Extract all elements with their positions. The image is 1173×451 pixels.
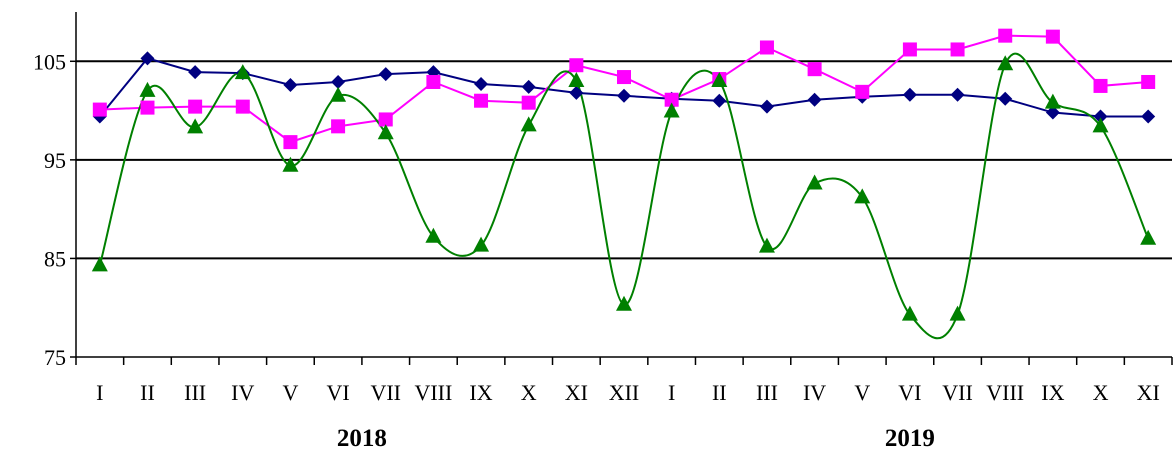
x-tick-label: III	[184, 380, 206, 405]
series-2-point	[140, 100, 155, 115]
series-3-point	[758, 237, 775, 253]
series-1-point	[474, 76, 489, 91]
x-tick-label: XI	[1137, 380, 1160, 405]
series-3-point	[616, 295, 632, 311]
series-markers	[91, 28, 1157, 321]
y-tick-label: 95	[44, 148, 66, 173]
series-2-point	[521, 95, 536, 110]
series-2-point	[1141, 74, 1156, 89]
series-3-point	[330, 86, 347, 102]
series-3-point	[663, 102, 680, 118]
x-tick-label: V	[282, 380, 298, 405]
x-tick-label: VI	[898, 380, 921, 405]
series-3-point	[806, 174, 823, 190]
series-2-point	[378, 112, 393, 127]
x-tick-label: II	[140, 380, 155, 405]
series-line-3	[98, 52, 1150, 340]
series-3-point	[139, 81, 156, 97]
series-2-point	[950, 42, 965, 57]
series-2-point	[1045, 29, 1060, 44]
series-2-point	[855, 84, 870, 99]
series-1-point	[902, 87, 917, 102]
series-1-point	[1093, 109, 1108, 124]
series-3-point	[711, 72, 728, 87]
axes	[70, 12, 1173, 365]
x-tick-label: IV	[803, 380, 826, 405]
series-3-point	[1092, 117, 1109, 133]
series-2-point	[1093, 78, 1108, 93]
series-3-point	[1140, 229, 1157, 245]
series-2-point	[569, 58, 584, 73]
y-tick-label: 85	[44, 246, 66, 271]
x-tick-label: VII	[370, 380, 401, 405]
series-2-point	[188, 99, 203, 114]
series-3-point	[901, 305, 918, 321]
series-2-point	[902, 42, 917, 57]
x-tick-label: VI	[326, 380, 349, 405]
series-3-point	[997, 55, 1014, 71]
y-tick-label: 75	[44, 345, 66, 370]
series-2-point	[331, 119, 346, 134]
series-1-point	[140, 51, 155, 66]
grid-lines	[76, 60, 1172, 260]
series-2-point	[426, 74, 441, 89]
x-tick-label: VIII	[414, 380, 452, 405]
x-tick-label: III	[756, 380, 778, 405]
x-tick-label: X	[521, 380, 537, 405]
series-3-point	[520, 116, 537, 132]
x-tick-label: XII	[609, 380, 640, 405]
series-1-point	[1141, 109, 1156, 124]
series-3-point	[949, 305, 966, 321]
series-1-point	[998, 91, 1013, 106]
x-tick-label: II	[712, 380, 727, 405]
series-1-point	[1045, 105, 1060, 120]
series-3-point	[854, 188, 871, 204]
year-label: 2018	[337, 425, 387, 451]
x-tick-label: XI	[565, 380, 588, 405]
series-1-point	[712, 93, 727, 108]
series-2-point	[474, 93, 489, 108]
series-2-point	[617, 70, 631, 85]
x-tick-label: IV	[231, 380, 254, 405]
series-1-point	[569, 85, 584, 100]
series-1-point	[617, 88, 631, 103]
series-3-point	[377, 124, 394, 140]
series-3-point	[425, 227, 442, 243]
series-1-point	[950, 87, 965, 102]
series-3-point	[473, 236, 490, 252]
series-2-point	[283, 135, 298, 150]
series-2-point	[998, 28, 1013, 43]
year-label: 2019	[885, 425, 935, 451]
series-1-point	[378, 67, 393, 82]
series-3-point	[568, 72, 585, 87]
series-2-point	[807, 62, 822, 77]
x-tick-label: V	[854, 380, 870, 405]
x-tick-label: I	[668, 380, 675, 405]
x-tick-label: VIII	[986, 380, 1024, 405]
y-tick-label: 105	[33, 49, 66, 74]
series-line-1	[99, 57, 1149, 118]
series-1-point	[331, 74, 346, 89]
series-2-point	[759, 40, 774, 55]
x-tick-label: X	[1093, 380, 1109, 405]
x-tick-label: IX	[1041, 380, 1064, 405]
x-tick-label: VII	[942, 380, 973, 405]
series-1-point	[807, 92, 822, 107]
series-2-point	[235, 99, 250, 114]
series-2-point	[664, 92, 679, 107]
series-3-point	[91, 256, 108, 272]
series-1-point	[283, 77, 298, 92]
series-3-point	[187, 118, 204, 134]
series-3-point	[282, 156, 299, 172]
series-1-point	[521, 79, 536, 94]
series-1-point	[759, 99, 774, 114]
x-tick-label: IX	[469, 380, 492, 405]
series-1-point	[188, 65, 203, 80]
series-3-point	[234, 64, 251, 80]
x-tick-label: I	[96, 380, 103, 405]
series-3-point	[1044, 93, 1061, 109]
series-2-point	[92, 102, 107, 117]
